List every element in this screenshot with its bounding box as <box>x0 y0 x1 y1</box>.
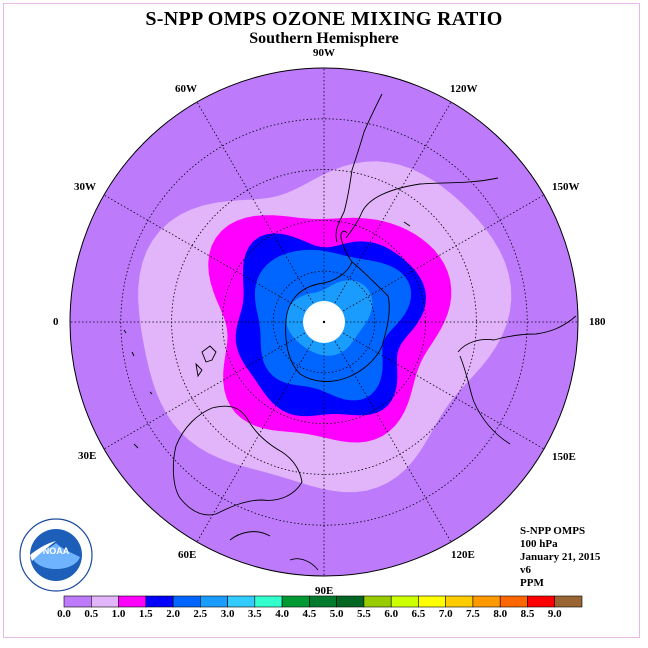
info-date: January 21, 2015 <box>520 551 601 563</box>
africa-coast <box>457 315 577 445</box>
legend-tick-label: 5.5 <box>357 608 371 620</box>
legend-color-bin <box>200 595 228 608</box>
info-units: PPM <box>520 577 544 589</box>
coastlines <box>123 93 577 571</box>
legend-color-bin <box>554 595 583 608</box>
legend-tick-label: 9.0 <box>547 608 562 620</box>
graticule <box>70 68 578 576</box>
legend-tick-label: 0.5 <box>84 608 99 620</box>
legend-color-bin <box>418 595 446 608</box>
meridian-line <box>323 194 545 323</box>
legend-color-bin <box>309 595 337 608</box>
meridian-line <box>323 101 452 323</box>
legend-color-bin <box>118 595 147 608</box>
plot-frame <box>3 3 640 638</box>
longitude-label: 180 <box>589 316 606 328</box>
legend-color-bin <box>91 595 119 608</box>
legend-color-bin <box>472 595 501 608</box>
legend-tick-label: 4.0 <box>275 608 289 620</box>
legend-tick-label: 1.0 <box>111 608 126 620</box>
legend-color-bin <box>527 595 556 608</box>
south-georgia <box>403 221 411 227</box>
new-zealand-coast <box>195 345 217 378</box>
legend-tick-label: 1.5 <box>138 608 153 620</box>
latitude-circle <box>272 270 376 374</box>
longitude-label: 120E <box>451 549 475 561</box>
legend-color-bin <box>172 595 201 608</box>
australia-coast <box>172 405 303 516</box>
legend-color-bin <box>363 595 392 608</box>
legend-tick-label: 7.0 <box>438 608 453 620</box>
legend-tick-label: 4.5 <box>302 608 317 620</box>
legend-color-bin <box>145 595 174 608</box>
meridian-line <box>323 321 452 543</box>
longitude-label: 120W <box>450 83 478 95</box>
legend-tick-label: 8.0 <box>493 608 508 620</box>
meridian-line <box>103 194 325 323</box>
legend-tick-label: 8.5 <box>520 608 535 620</box>
legend-tick-label: 7.5 <box>466 608 480 620</box>
meridian-line <box>196 321 325 543</box>
color-legend <box>63 595 583 608</box>
meridian-line <box>103 321 325 450</box>
legend-tick-label: 3.0 <box>220 608 235 620</box>
legend-color-bin <box>254 595 283 608</box>
info-version: v6 <box>520 564 531 576</box>
legend-tick-label: 2.5 <box>193 608 208 620</box>
longitude-label: 30W <box>74 181 96 193</box>
legend-tick-label: 5.0 <box>329 608 344 620</box>
longitude-label: 60E <box>178 549 197 561</box>
legend-color-bin <box>336 595 365 608</box>
legend-color-bin <box>227 595 256 608</box>
legend-color-bin <box>63 595 92 608</box>
info-instrument: S-NPP OMPS <box>520 525 586 537</box>
legend-tick-label: 0.0 <box>57 608 71 620</box>
legend-tick-label: 6.0 <box>384 608 399 620</box>
longitude-label: 0 <box>53 316 59 328</box>
legend-tick-label: 6.5 <box>411 608 426 620</box>
legend-color-bin <box>390 595 419 608</box>
legend-tick-label: 3.5 <box>247 608 262 620</box>
maritime-continent <box>229 531 319 571</box>
antarctic-peninsula <box>340 230 353 263</box>
longitude-label: 90E <box>315 585 334 597</box>
map-subtitle: Southern Hemisphere <box>249 30 399 47</box>
longitude-label: 150E <box>552 451 576 463</box>
meridian-line <box>196 101 325 323</box>
legend-color-bin <box>281 595 310 608</box>
legend-tick-label: 2.0 <box>166 608 180 620</box>
noaa-logo-text: NOAA <box>43 546 70 556</box>
south-pole-marker <box>322 320 326 324</box>
legend-color-bin <box>445 595 474 608</box>
longitude-label: 30E <box>78 450 97 462</box>
meridian-line <box>323 321 545 450</box>
longitude-label: 90W <box>313 47 335 59</box>
legend-color-bin <box>499 595 528 608</box>
pacific-islands <box>123 329 153 449</box>
longitude-label: 150W <box>552 181 580 193</box>
map-title: S-NPP OMPS OZONE MIXING RATIO <box>145 8 503 30</box>
info-level: 100 hPa <box>520 538 558 550</box>
latitude-circle <box>221 219 426 424</box>
longitude-label: 60W <box>175 83 197 95</box>
noaa-logo: NOAA <box>19 518 93 592</box>
latitude-circle <box>120 118 528 526</box>
